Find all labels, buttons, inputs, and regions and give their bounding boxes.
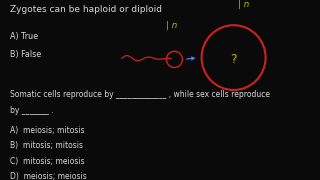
Text: A) True: A) True [10,32,38,41]
Text: C)  mitosis; meiosis: C) mitosis; meiosis [10,157,84,166]
Text: Somatic cells reproduce by _____________ , while sex cells reproduce: Somatic cells reproduce by _____________… [10,90,270,99]
Text: | n: | n [165,21,177,30]
Text: ?: ? [230,53,237,66]
Text: B)  mitosis; mitosis: B) mitosis; mitosis [10,141,83,150]
Text: | n: | n [237,0,249,9]
Text: B) False: B) False [10,50,41,59]
Text: A)  meiosis; mitosis: A) meiosis; mitosis [10,126,84,135]
Text: Zygotes can be haploid or diploid: Zygotes can be haploid or diploid [10,5,162,14]
Text: D)  meiosis; meiosis: D) meiosis; meiosis [10,172,86,180]
Text: by _______ .: by _______ . [10,106,53,115]
